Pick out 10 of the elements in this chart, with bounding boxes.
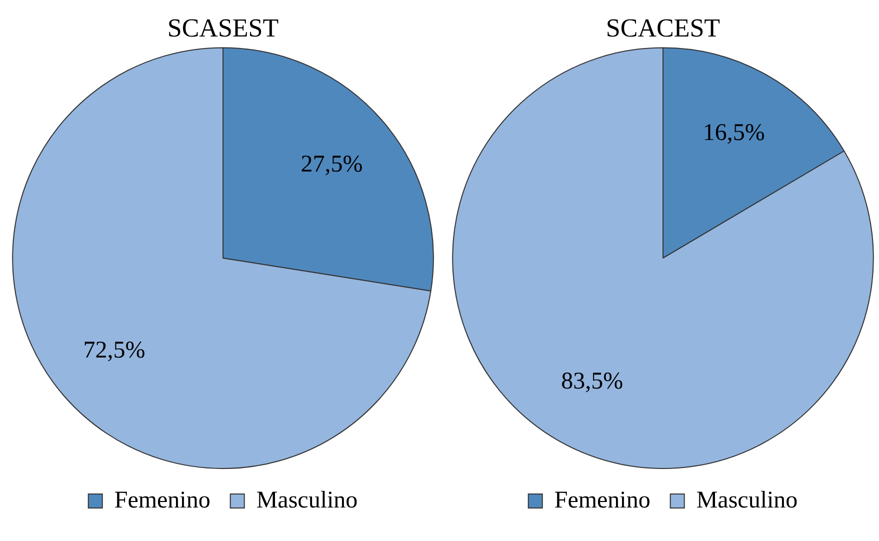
data-label: 16,5%	[702, 120, 765, 146]
legend-label: Femenino	[554, 487, 650, 514]
data-label: 83,5%	[561, 368, 624, 395]
data-label: 72,5%	[83, 337, 146, 364]
legend-label: Masculino	[696, 487, 798, 514]
legend-label: Masculino	[256, 487, 358, 514]
chart-title: SCACEST	[606, 13, 720, 42]
data-label: 27,5%	[300, 151, 363, 178]
legend-label: Femenino	[114, 487, 210, 514]
chart-title: SCASEST	[167, 13, 279, 42]
